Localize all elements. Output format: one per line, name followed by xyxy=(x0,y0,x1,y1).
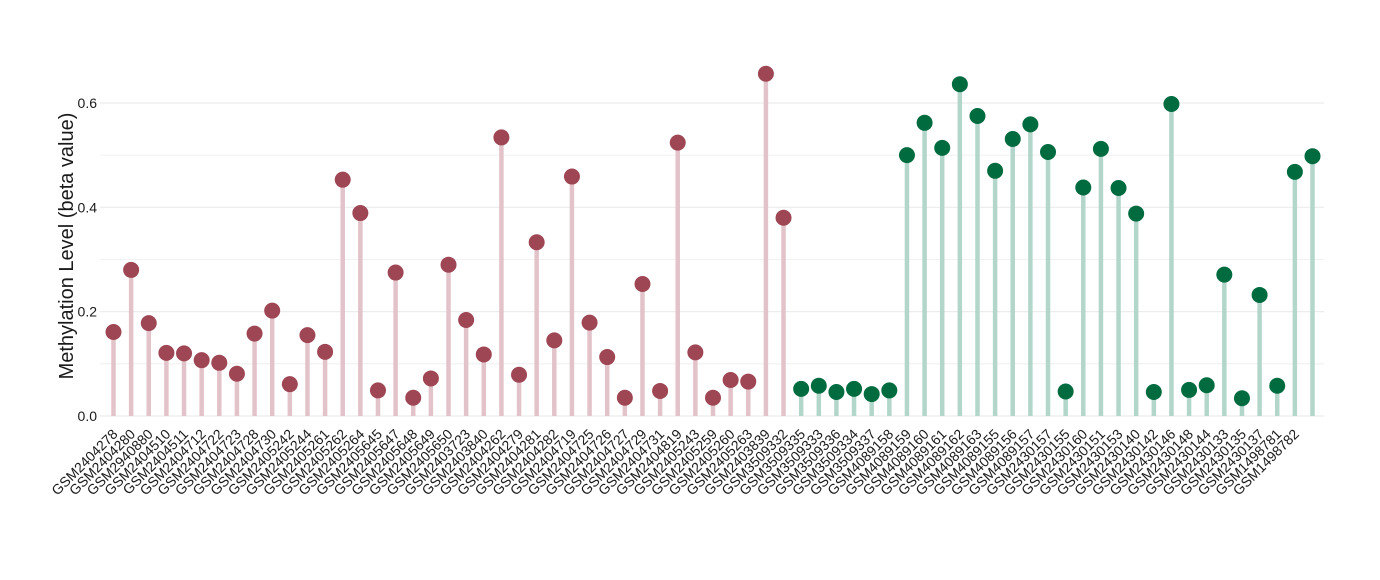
lollipop-point[interactable] xyxy=(863,386,880,403)
lollipop-point[interactable] xyxy=(158,344,175,361)
lollipop-point[interactable] xyxy=(281,376,298,393)
lollipop-point[interactable] xyxy=(528,234,545,251)
lollipop-point[interactable] xyxy=(387,264,404,281)
lollipop-point[interactable] xyxy=(705,389,721,406)
lollipop-point[interactable] xyxy=(123,261,140,278)
lollipop-point[interactable] xyxy=(422,370,439,387)
lollipop-point[interactable] xyxy=(1075,179,1092,196)
y-axis-title: Methylation Level (beta value) xyxy=(56,113,78,380)
lollipop-point[interactable] xyxy=(140,315,157,332)
lollipop-point[interactable] xyxy=(652,382,669,399)
lollipop-point[interactable] xyxy=(228,365,245,382)
lollipop-point[interactable] xyxy=(211,354,228,371)
lollipop-point[interactable] xyxy=(1286,163,1303,180)
lollipop-point[interactable] xyxy=(740,373,757,390)
lollipop-point[interactable] xyxy=(511,366,528,383)
lollipop-point[interactable] xyxy=(334,171,351,188)
y-tick-label: 0.0 xyxy=(78,408,98,424)
lollipop-point[interactable] xyxy=(1216,266,1233,283)
lollipop-point[interactable] xyxy=(352,205,369,222)
lollipop-point[interactable] xyxy=(828,384,845,401)
lollipop-point[interactable] xyxy=(793,380,810,397)
lollipop-point[interactable] xyxy=(934,139,951,156)
lollipop-stems xyxy=(111,73,1315,416)
lollipop-point[interactable] xyxy=(881,382,898,399)
lollipop-point[interactable] xyxy=(1128,205,1145,222)
y-tick-label: 0.2 xyxy=(78,304,98,320)
lollipop-point[interactable] xyxy=(987,162,1004,179)
lollipop-point[interactable] xyxy=(1233,390,1250,407)
lollipop-point[interactable] xyxy=(581,314,598,331)
lollipop-point[interactable] xyxy=(1110,180,1127,197)
lollipop-point[interactable] xyxy=(176,345,193,362)
lollipop-point[interactable] xyxy=(493,129,510,146)
y-tick-label: 0.6 xyxy=(78,95,98,111)
x-axis-labels: GSM2404278GSM2404280GSM2940880GSM2404510… xyxy=(48,426,1302,499)
lollipop-point[interactable] xyxy=(246,325,263,342)
lollipop-point[interactable] xyxy=(264,302,281,319)
lollipop-point[interactable] xyxy=(1181,381,1198,398)
lollipop-point[interactable] xyxy=(669,134,686,151)
lollipop-point[interactable] xyxy=(193,352,210,369)
lollipop-point[interactable] xyxy=(616,389,633,406)
lollipop-point[interactable] xyxy=(1163,96,1180,113)
lollipop-point[interactable] xyxy=(775,209,792,226)
lollipop-point[interactable] xyxy=(1040,144,1057,161)
lollipop-point[interactable] xyxy=(898,147,915,164)
lollipop-point[interactable] xyxy=(1304,148,1321,165)
lollipop-points xyxy=(105,65,1321,407)
lollipop-point[interactable] xyxy=(405,389,422,406)
lollipop-point[interactable] xyxy=(1251,286,1268,303)
lollipop-point[interactable] xyxy=(951,76,968,93)
lollipop-point[interactable] xyxy=(1092,140,1109,157)
lollipop-point[interactable] xyxy=(634,276,651,293)
lollipop-point[interactable] xyxy=(317,343,334,360)
lollipop-point[interactable] xyxy=(440,256,457,273)
lollipop-point[interactable] xyxy=(369,382,386,399)
lollipop-point[interactable] xyxy=(1269,377,1286,394)
y-tick-label: 0.4 xyxy=(78,199,98,215)
lollipop-point[interactable] xyxy=(1145,384,1162,401)
lollipop-point[interactable] xyxy=(687,344,704,361)
lollipop-point[interactable] xyxy=(722,372,739,389)
lollipop-point[interactable] xyxy=(563,168,580,185)
lollipop-point[interactable] xyxy=(546,332,563,349)
lollipop-point[interactable] xyxy=(810,377,827,394)
lollipop-point[interactable] xyxy=(846,380,863,397)
y-axis-ticks: 0.0 0.2 0.4 0.6 xyxy=(78,95,98,424)
lollipop-point[interactable] xyxy=(757,65,774,82)
lollipop-point[interactable] xyxy=(1022,116,1039,133)
lollipop-point[interactable] xyxy=(1004,130,1021,147)
lollipop-point[interactable] xyxy=(105,324,122,341)
lollipop-point[interactable] xyxy=(1057,383,1074,400)
lollipop-point[interactable] xyxy=(475,346,492,363)
lollipop-point[interactable] xyxy=(1198,377,1215,394)
lollipop-point[interactable] xyxy=(916,114,933,131)
lollipop-point[interactable] xyxy=(969,108,986,125)
lollipop-point[interactable] xyxy=(299,327,316,344)
lollipop-point[interactable] xyxy=(599,349,616,366)
grid-lines xyxy=(100,102,1324,417)
lollipop-point[interactable] xyxy=(458,312,475,329)
